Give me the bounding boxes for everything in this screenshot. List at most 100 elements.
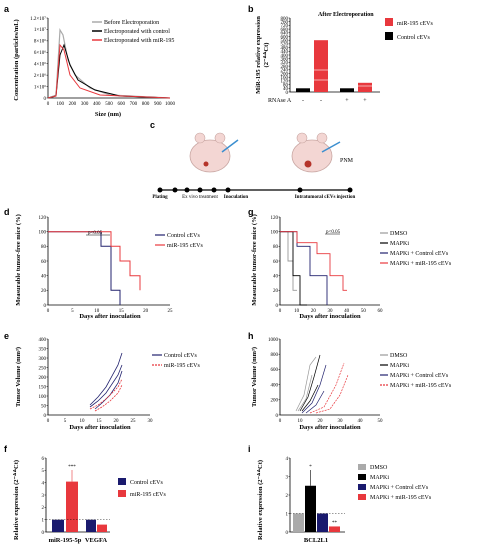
a-series-mir195 (47, 43, 171, 99)
b-legend-0: miR-195 cEVs (397, 21, 433, 27)
b-bar-mir195-1 (314, 40, 328, 92)
e-legend-0: Control cEVs (164, 353, 197, 359)
y-tick-label: 80 (273, 245, 279, 250)
y-tick-label: 50 (41, 404, 47, 409)
c-step-plating: Plating (152, 195, 168, 200)
x-tick-label: 100 (56, 102, 64, 107)
d-legend-1: miR-195 cEVs (167, 243, 203, 249)
a-series-control (47, 43, 171, 99)
i-legend-2: MAPKi + Control cEVs (370, 485, 429, 491)
y-tick-label: 60 (41, 260, 47, 265)
panel-b: b After Electroporation 0408012016020024… (248, 4, 433, 104)
y-tick-label: 680 (281, 28, 289, 33)
i-bar-mapki (305, 485, 316, 532)
b-rnase-1: - (320, 98, 322, 104)
x-tick-label: 800 (142, 102, 150, 107)
i-legend-0: DMSO (370, 465, 388, 471)
y-tick-label: 1 (286, 512, 289, 517)
i-star-1: ** (332, 521, 338, 526)
x-tick-label: 0 (47, 102, 50, 107)
y-tick-label: 440 (281, 50, 289, 55)
g-series-mapki-mir195 (280, 231, 347, 291)
panel-label-b: b (248, 4, 254, 14)
h-xlabel: Days after inoculation (299, 424, 361, 431)
a-legend-2: Electroporated with miR-195 (104, 38, 174, 44)
panel-label-g: g (248, 207, 254, 217)
mouse-illustration-2 (291, 132, 341, 173)
e-mir195-lines (89, 378, 123, 412)
c-step-exvivo: Ex vivo treatment (182, 195, 218, 200)
y-tick-label: 280 (281, 65, 289, 70)
y-tick-label: 640 (281, 32, 289, 37)
e-ylabel: Tumor Volume (mm³) (15, 347, 22, 407)
y-tick-label: 3 (286, 475, 289, 480)
y-tick-label: 0 (42, 531, 45, 536)
y-tick-label: 0 (276, 414, 279, 419)
y-tick-label: 240 (281, 69, 289, 74)
y-tick-label: 160 (281, 76, 289, 81)
y-tick-label: 400 (39, 338, 47, 343)
x-tick-label: 30 (338, 419, 344, 424)
b-bar-control-2 (340, 88, 354, 92)
y-tick-label: 80 (283, 83, 289, 88)
g-legend-1: MAPKi (390, 241, 409, 247)
h-mapki-lines (299, 354, 321, 412)
y-tick-label: 120 (39, 216, 47, 221)
x-tick-label: 20 (143, 309, 149, 314)
x-tick-label: 20 (311, 309, 317, 314)
x-tick-label: 10 (94, 309, 100, 314)
g-legend-2: MAPKi + Control cEVs (390, 251, 449, 257)
y-tick-label: 200 (281, 72, 289, 77)
y-tick-label: 720 (281, 24, 289, 29)
panel-label-c: c (150, 120, 155, 130)
x-tick-label: 400 (93, 102, 101, 107)
b-bar-control-1 (296, 88, 310, 92)
x-tick-label: 25 (168, 309, 174, 314)
y-tick-label: 40 (273, 274, 279, 279)
b-legend-1: Control cEVs (397, 35, 430, 41)
x-tick-label: 600 (117, 102, 125, 107)
x-tick-label: 10 (80, 419, 86, 424)
g-ylabel: Measurable tumor-free mice (%) (251, 214, 258, 306)
b-rnase-0: - (302, 98, 304, 104)
y-tick-label: 100 (271, 230, 279, 235)
y-tick-label: 60 (273, 260, 279, 265)
e-legend-1: miR-195 cEVs (164, 363, 200, 369)
y-tick-label: 100 (39, 395, 47, 400)
panel-c: c PNM Plating Ex vivo treatment Inoculat… (150, 120, 355, 200)
y-tick-label: 150 (39, 385, 47, 390)
panel-f: f 0 1 2 3 4 5 6 Relative expression (2⁻ᐞᐞCt) *… (4, 444, 166, 544)
f-cat-1: VEGFA (85, 537, 108, 544)
y-tick-label: 400 (281, 54, 289, 59)
d-legend-0: Control cEVs (167, 233, 200, 239)
y-tick-label: 0 (44, 97, 47, 102)
x-tick-label: 40 (358, 419, 364, 424)
g-legend-0: DMSO (390, 231, 408, 237)
x-tick-label: 30 (328, 309, 334, 314)
y-tick-label: 2 (42, 506, 45, 511)
y-tick-label: 6 (42, 457, 45, 462)
i-star-0: * (309, 465, 312, 470)
y-tick-label: 4×10⁶ (34, 62, 46, 68)
b-ylabel2: (2⁻ᐞᐞCt) (262, 43, 270, 68)
panel-e: e 0 50 100 150 200 250 300 350 400 0 5 10 15 20 25 30 T… (4, 331, 200, 431)
x-tick-label: 5 (71, 309, 74, 314)
panel-g: g 0 20 40 60 80 100 120 0 10 20 30 40 50 60 Measurabl… (248, 207, 452, 320)
f-ylabel: Relative expression (2⁻ᐞᐞCt) (12, 460, 20, 540)
a-legend: Before Electroporation Electroporated wi… (92, 19, 174, 44)
y-tick-label: 800 (271, 353, 279, 358)
x-tick-label: 300 (81, 102, 89, 107)
d-xlabel: Days after inoculation (79, 313, 141, 320)
y-tick-label: 20 (273, 289, 279, 294)
h-ylabel: Tumor Volume (mm³) (251, 347, 258, 407)
x-tick-label: 5 (64, 419, 67, 424)
panel-label-i: i (248, 444, 251, 454)
h-legend-1: MAPKi (390, 363, 409, 369)
i-bar-mapki-control (317, 513, 328, 532)
x-tick-label: 10 (298, 419, 304, 424)
c-pnm: PNM (340, 158, 354, 164)
x-tick-label: 700 (130, 102, 138, 107)
x-tick-label: 200 (69, 102, 77, 107)
y-tick-label: 1×10⁷ (34, 27, 46, 33)
d-series-mir195 (48, 231, 141, 291)
